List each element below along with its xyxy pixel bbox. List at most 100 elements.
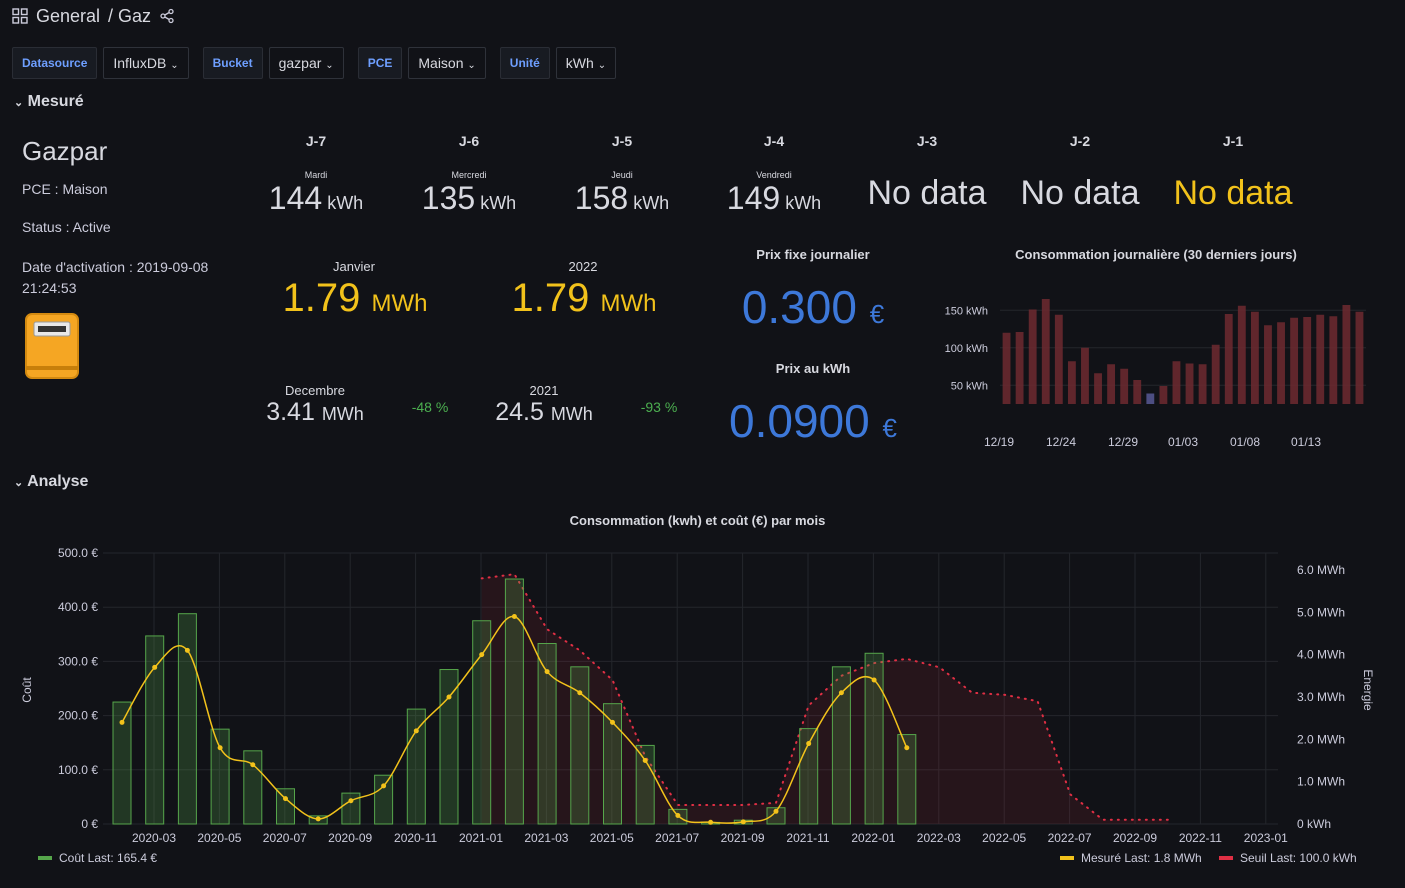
var-select-pce[interactable]: Maison ⌄ [408,47,486,79]
mesure-point [446,694,452,700]
daily-bar [1107,364,1116,404]
monthly-xtick-label: 2020-05 [197,831,241,845]
monthly-xtick-label: 2022-07 [1048,831,1092,845]
legend-seuil[interactable]: Seuil Last: 100.0 kWh [1240,851,1357,865]
daily-bar [1250,311,1259,404]
daily-bar [1237,305,1246,404]
daily-chart-title: Consommation journalière (30 derniers jo… [1015,247,1297,262]
share-icon[interactable] [159,8,175,24]
day-value-number: 144 [268,180,323,216]
day-label-2: J-6 [458,133,480,149]
day-label-3: J-5 [611,133,633,149]
gas-meter-icon [25,313,79,379]
monthly-yright-tick: 5.0 MWh [1297,605,1345,619]
var-select-bucket[interactable]: gazpar ⌄ [268,47,344,79]
daily-xtick-label: 01/13 [1291,435,1321,449]
prev-month-unit: MWh [321,404,364,424]
daily-bar [1094,373,1102,404]
monthly-xtick-label: 2022-01 [851,831,895,845]
daily-bar [1002,332,1011,404]
info-activation: Date d'activation : 2019-09-08 [22,259,209,275]
daily-xtick-label: 12/29 [1108,435,1138,449]
var-label-pce: PCE [357,47,403,79]
day-value-unit: kWh [475,193,517,213]
daily-bar [1224,314,1233,404]
daily-bar [1355,311,1364,404]
var-select-unite[interactable]: kWh ⌄ [555,47,617,79]
monthly-xtick-label: 2021-03 [524,831,568,845]
monthly-xtick-label: 2022-09 [1113,831,1157,845]
var-select-datasource[interactable]: InfluxDB ⌄ [103,47,189,79]
dashboard-grid-icon[interactable] [12,8,28,24]
legend-cout-swatch [38,856,52,860]
daily-ytick-label: 50 kWh [951,380,988,392]
daily-bar [1277,322,1285,404]
cout-bar [603,703,622,825]
mesure-point [348,798,354,804]
legend-mesure[interactable]: Mesuré Last: 1.8 MWh [1081,851,1202,865]
monthly-consumption-chart: 500.0 € 400.0 € 300.0 € 200.0 € 100.0 € 0 € 6.… [20,546,1375,865]
mesure-point [806,741,812,747]
monthly-xtick-label: 2020-09 [328,831,372,845]
info-pce: PCE : Maison [22,181,108,197]
day-label-6: J-2 [1069,133,1091,149]
mesure-point [675,813,681,819]
daily-ytick-label: 100 kWh [945,343,988,355]
mesure-point [250,762,256,768]
day-weekday-1: Mardi [304,170,328,180]
monthly-yright-tick: 4.0 MWh [1297,648,1345,662]
cout-bar [472,620,492,825]
mesure-point [381,783,387,789]
monthly-xtick-label: 2021-01 [459,831,503,845]
prev-year-label: 2021 [529,383,559,398]
info-title: Gazpar [22,136,108,166]
info-activation-time: 21:24:53 [22,280,77,296]
mesure-point [413,728,419,734]
cout-bar [276,788,295,825]
monthly-xtick-label: 2021-09 [721,831,765,845]
daily-bar [1342,305,1351,404]
row-toggle-analyse[interactable]: ⌄ Analyse [14,473,88,491]
prev-month-value: 3.41 MWh [225,398,405,427]
day-value-number: 135 [421,180,476,216]
daily-bar [1211,344,1220,404]
monthly-yleft-tick: 0 € [81,817,98,831]
day-value-number: 158 [574,180,629,216]
monthly-xtick-label: 2022-05 [982,831,1026,845]
monthly-yleft-label: Coût [20,677,34,703]
monthly-xtick-label: 2020-11 [394,831,437,845]
monthly-xtick-label: 2021-07 [655,831,699,845]
monthly-yleft-tick: 500.0 € [58,546,98,560]
monthly-yright-label: Energie [1361,669,1375,711]
year-value-number: 1.79 [511,276,590,320]
monthly-chart-title: Consommation (kwh) et coût (€) par mois [569,513,826,528]
breadcrumb-section[interactable]: General [36,5,101,26]
daily-bar [1316,314,1325,404]
day-nodata-6: No data [1020,174,1140,212]
mesure-point [217,745,223,751]
prix-fixe-value: 0.300 € [700,280,926,334]
cout-bar [374,774,394,825]
monthly-yleft-tick: 300.0 € [58,654,98,668]
legend-cout[interactable]: Coût Last: 165.4 € [59,851,157,865]
cout-bar [831,666,851,825]
chevron-down-icon: ⌄ [170,60,179,71]
cout-bar [112,701,132,825]
mesure-point [708,819,714,825]
daily-bar [1081,347,1089,404]
day-value-2: 135 kWh [394,180,544,217]
day-value-unit: kWh [628,193,670,213]
daily-bar [1185,363,1194,404]
cout-bar [439,669,459,825]
mesure-point [577,690,583,696]
mesure-point [610,719,615,725]
monthly-yleft-tick: 200.0 € [58,709,98,723]
daily-bar [1303,317,1312,404]
cout-bar [570,666,590,825]
prev-month-delta: -48 % [411,399,449,415]
daily-bar [1054,314,1063,404]
monthly-yleft-tick: 100.0 € [58,763,98,777]
row-toggle-mesure[interactable]: ⌄ Mesuré [14,93,84,111]
prix-kwh-unit: € [882,413,897,443]
cout-bar [897,734,917,825]
